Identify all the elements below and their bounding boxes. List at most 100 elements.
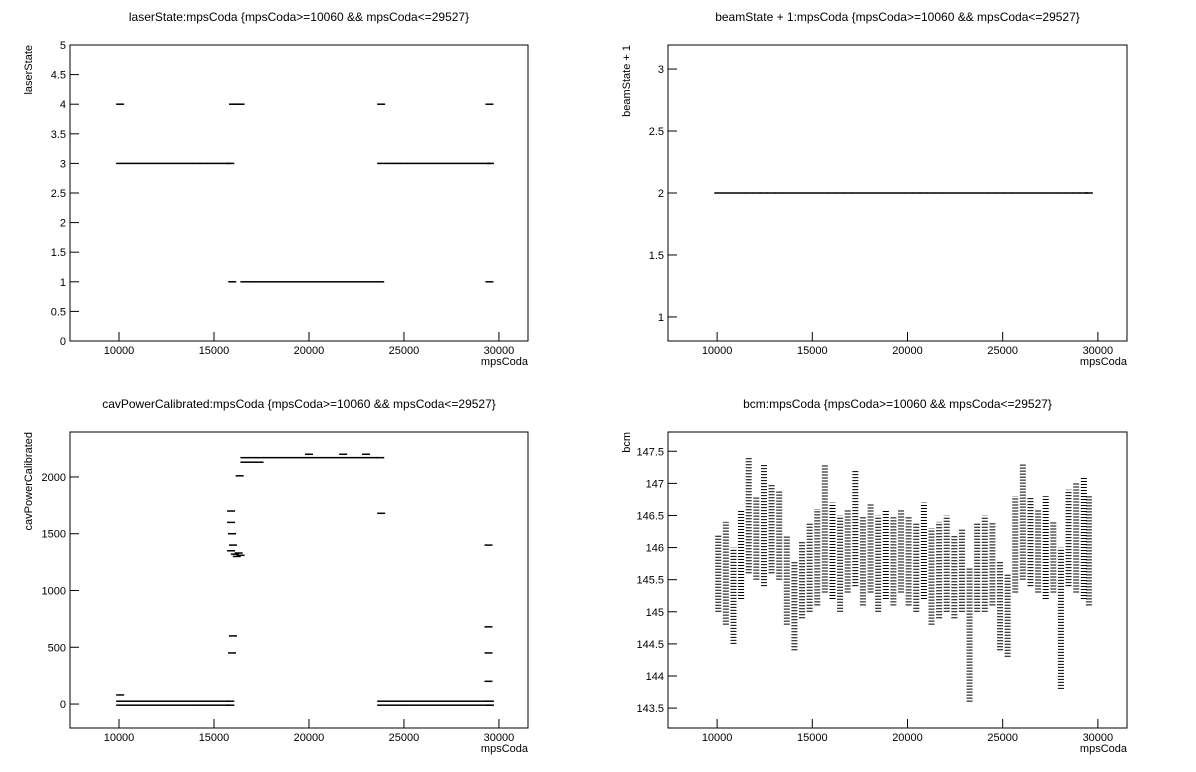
- y-tick-label: 0.5: [51, 306, 66, 318]
- data-point: [255, 461, 264, 463]
- y-axis-label: beamState + 1: [621, 45, 633, 117]
- data-point: [240, 461, 249, 463]
- data-point: [422, 700, 431, 702]
- data-point: [131, 162, 140, 165]
- y-tick-label: 145.5: [636, 575, 664, 587]
- data-point: [475, 162, 484, 165]
- data-point: [226, 704, 235, 706]
- x-tick-label: 10000: [702, 732, 733, 744]
- data-point: [236, 554, 245, 557]
- data-point: [214, 700, 223, 702]
- data-point: [422, 162, 431, 165]
- data-point: [415, 704, 424, 706]
- data-point: [484, 544, 493, 546]
- data-point: [407, 700, 416, 702]
- data-point: [392, 704, 401, 706]
- plot-panel: bcm:mpsCoda {mpsCoda>=10060 && mpsCoda<=…: [621, 397, 1128, 755]
- y-tick-label: 2.5: [649, 126, 664, 138]
- data-point: [146, 162, 155, 165]
- y-axis-label: bcm: [621, 432, 633, 453]
- data-point: [919, 192, 928, 194]
- y-tick-label: 2000: [42, 472, 66, 484]
- data-point: [235, 475, 244, 477]
- data-point: [169, 704, 178, 706]
- chart-title: bcm:mpsCoda {mpsCoda>=10060 && mpsCoda<=…: [743, 397, 1052, 411]
- data-point: [192, 700, 201, 702]
- x-tick-label: 30000: [1083, 345, 1114, 357]
- data-point: [316, 281, 325, 283]
- data-point: [199, 704, 208, 706]
- data-point: [468, 704, 477, 706]
- data-point: [301, 281, 310, 283]
- data-point: [192, 704, 201, 706]
- data-point: [485, 281, 494, 283]
- data-point: [346, 281, 355, 283]
- data-point: [1018, 192, 1027, 194]
- data-point: [304, 453, 313, 456]
- y-tick-label: 146.5: [636, 510, 664, 522]
- data-point: [430, 700, 439, 702]
- data-point: [184, 704, 193, 706]
- data-point: [392, 162, 401, 165]
- y-axis-label: laserState: [23, 45, 35, 95]
- data-point: [354, 281, 363, 283]
- y-tick-label: 2: [60, 218, 66, 230]
- data-point: [843, 192, 852, 194]
- data-point: [278, 456, 287, 459]
- y-tick-label: 2.5: [51, 188, 66, 200]
- x-axis-label: mpsCoda: [481, 743, 529, 755]
- data-point: [1049, 192, 1058, 194]
- data-point: [460, 162, 469, 165]
- data-point: [207, 162, 216, 165]
- y-tick-label: 1.5: [51, 247, 66, 259]
- data-point: [798, 192, 807, 194]
- data-point: [146, 704, 155, 706]
- data-point: [485, 103, 494, 105]
- data-point: [192, 162, 201, 165]
- x-tick-label: 25000: [987, 345, 1018, 357]
- y-tick-label: 0: [60, 336, 66, 348]
- data-point: [354, 456, 363, 459]
- y-tick-label: 4.5: [51, 70, 66, 82]
- data-point: [361, 453, 370, 456]
- data-point: [828, 192, 837, 194]
- data-point: [228, 544, 237, 546]
- data-point: [199, 700, 208, 702]
- data-point: [460, 704, 469, 706]
- y-tick-label: 147.5: [636, 446, 664, 458]
- data-point: [399, 700, 408, 702]
- data-point: [161, 162, 170, 165]
- data-point: [980, 192, 989, 194]
- data-point: [965, 192, 974, 194]
- data-point: [228, 532, 237, 535]
- data-point: [331, 281, 340, 283]
- data-point: [255, 456, 264, 459]
- plot-panel: cavPowerCalibrated:mpsCoda {mpsCoda>=100…: [23, 397, 529, 755]
- data-point: [116, 162, 125, 165]
- data-point: [131, 704, 140, 706]
- data-point: [805, 192, 814, 194]
- data-point: [240, 456, 249, 459]
- x-tick-label: 15000: [797, 345, 828, 357]
- data-point: [957, 192, 966, 194]
- data-point: [744, 192, 753, 194]
- data-point: [767, 192, 776, 194]
- data-point: [376, 456, 385, 459]
- data-point: [445, 704, 454, 706]
- data-point: [377, 704, 386, 706]
- data-point: [270, 281, 279, 283]
- data-point: [422, 704, 431, 706]
- y-tick-label: 3: [60, 158, 66, 170]
- chart-title: laserState:mpsCoda {mpsCoda>=10060 && mp…: [129, 10, 469, 24]
- data-point: [384, 700, 393, 702]
- x-tick-label: 15000: [199, 345, 230, 357]
- y-tick-label: 1.5: [649, 250, 664, 262]
- data-point: [399, 704, 408, 706]
- data-point: [138, 162, 147, 165]
- x-tick-label: 25000: [389, 732, 420, 744]
- data-point: [836, 192, 845, 194]
- data-point: [123, 704, 132, 706]
- data-point: [874, 192, 883, 194]
- data-point: [214, 162, 223, 165]
